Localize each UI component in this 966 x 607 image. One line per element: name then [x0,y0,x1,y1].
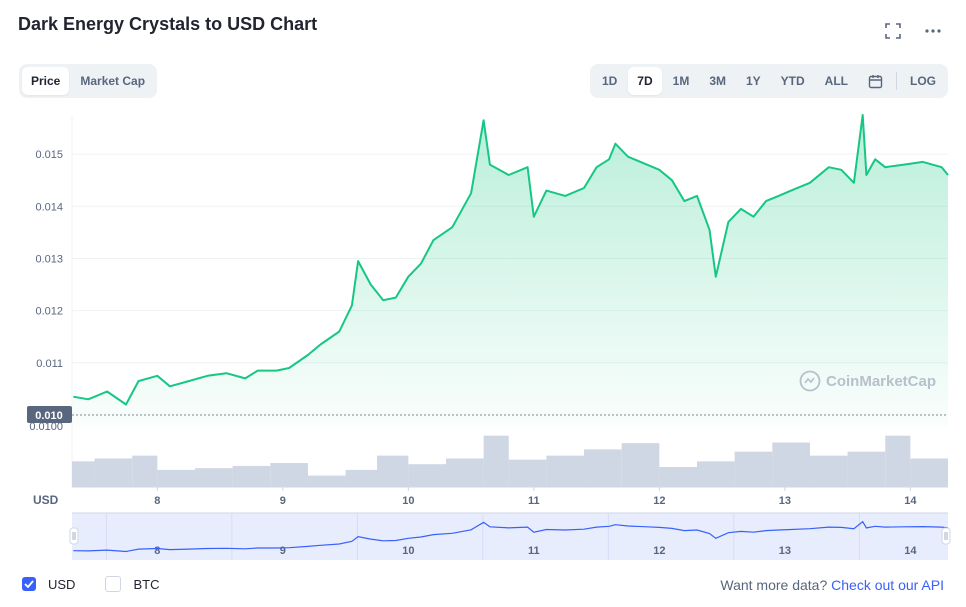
y-tick-label: 0.013 [35,253,63,265]
volume-bar [408,464,446,487]
price-area [73,115,949,428]
volume-bar [72,461,95,487]
navigator-tick-label: 10 [402,545,414,557]
y-tick-label: 0.015 [35,149,63,161]
usd-legend-toggle[interactable]: USD [22,577,75,592]
x-tick-label: 13 [779,495,791,507]
volume-bar [194,468,233,487]
volume-axis-label: 0.0100 [29,421,63,433]
y-tick-label: 0.011 [36,358,63,370]
volume-bar [772,442,810,487]
range-1y-button[interactable]: 1Y [745,74,761,88]
btc-legend-toggle[interactable]: BTC [105,576,159,592]
calendar-icon [868,74,883,89]
watermark-text: CoinMarketCap [826,373,936,390]
volume-bar [910,458,948,487]
navigator-tick-label: 11 [528,545,540,557]
volume-bar [376,455,409,487]
usd-legend-label: USD [48,576,76,592]
navigator-tick-label: 13 [779,545,791,557]
volume-bar [546,455,585,487]
volume-bar [809,455,848,487]
navigator-right-handle[interactable] [941,527,951,545]
volume-bar [483,435,509,487]
volume-bar [94,458,133,487]
price-marketcap-toggle: Price Market Cap [19,64,158,98]
volume-bar [307,475,346,487]
more-icon[interactable] [924,22,942,40]
x-tick-label: 14 [904,495,917,507]
volume-bar [345,469,377,487]
volume-bar [734,451,773,487]
range-1d-button[interactable]: 1D [601,74,618,88]
log-scale-button[interactable]: LOG [910,74,936,88]
x-tick-label: 9 [280,495,286,507]
coinmarketcap-watermark: CoinMarketCap [799,370,936,392]
x-tick-label: 11 [528,495,540,507]
range-3m-button[interactable]: 3M [709,74,726,88]
navigator-tick-label: 12 [653,545,665,557]
volume-bar [659,467,697,487]
range-1m-button[interactable]: 1M [672,74,690,88]
api-promo: Want more data? Check out our API [720,577,944,593]
volume-bar [885,435,911,487]
price-line [73,114,949,406]
volume-bar [696,461,735,487]
calendar-button[interactable] [859,67,892,95]
navigator-left-handle[interactable] [69,527,79,545]
y-tick-label: 0.012 [35,306,63,318]
price-tab[interactable]: Price [22,67,70,95]
navigator-tick-label: 8 [154,545,160,557]
volume-bar [157,469,195,487]
volume-bar [621,443,660,487]
current-price-label: 0.010 [35,410,63,422]
range-7d-button[interactable]: 7D [628,67,662,95]
btc-legend-label: BTC [133,576,160,592]
currency-axis-label: USD [33,493,59,507]
volume-bar [270,463,308,487]
divider [896,72,897,90]
btc-checkbox[interactable] [105,576,122,592]
x-tick-label: 10 [402,495,414,507]
volume-bar [508,459,547,487]
navigator-tick-label: 14 [904,545,917,557]
range-ytd-button[interactable]: YTD [780,74,805,88]
volume-bar [584,449,622,487]
usd-checkbox[interactable] [22,577,36,591]
fullscreen-icon[interactable] [884,22,902,40]
current-price-tag [27,405,72,423]
navigator-tick-label: 9 [280,545,286,557]
volume-bar [232,465,271,487]
volume-bar [445,458,484,487]
chart-title: Dark Energy Crystals to USD Chart [18,14,318,34]
range-all-button[interactable]: ALL [824,74,848,88]
coinmarketcap-logo-icon [799,370,821,392]
api-link[interactable]: Check out our API [831,577,944,593]
navigator-selection [72,513,948,560]
api-prefix-text: Want more data? [720,577,828,593]
y-tick-label: 0.014 [35,201,63,213]
range-navigator[interactable]: 8 9 10 11 12 13 14 [69,512,951,560]
volume-bar [847,451,886,487]
volume-bar [132,455,158,487]
navigator-line [73,520,949,553]
x-tick-label: 12 [653,495,665,507]
market-cap-tab[interactable]: Market Cap [80,74,146,88]
time-range-selector: 1D 7D 1M 3M 1Y YTD ALL LOG [589,64,948,98]
x-tick-label: 8 [154,495,160,507]
